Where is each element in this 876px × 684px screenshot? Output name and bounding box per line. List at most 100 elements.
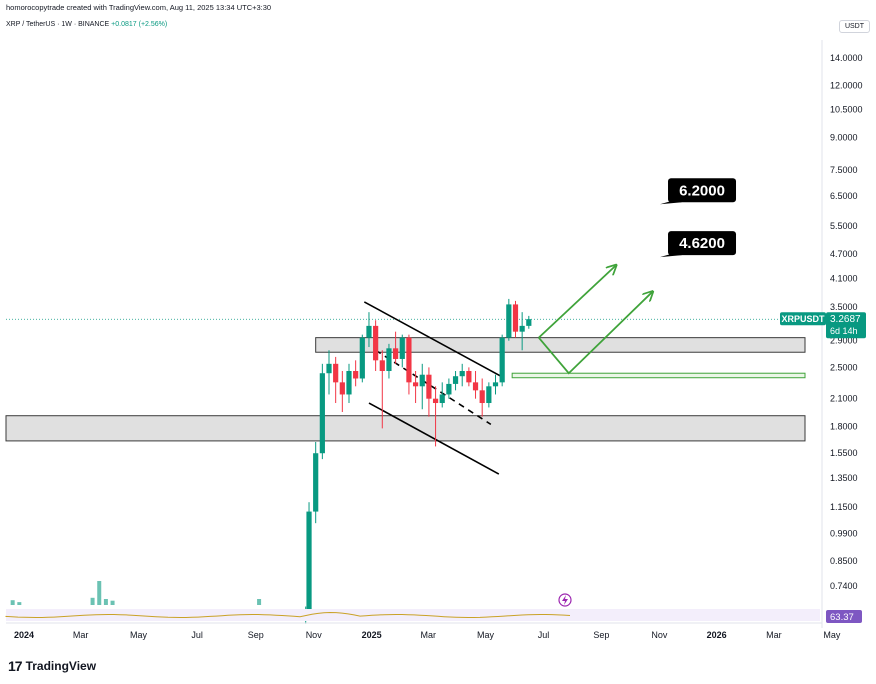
target-label-4-6200[interactable]: 4.6200 xyxy=(660,231,737,258)
price-tick-label: 1.5500 xyxy=(830,448,858,458)
candle-body[interactable] xyxy=(519,325,525,332)
lower-support-zone[interactable] xyxy=(5,415,806,442)
candle-body[interactable] xyxy=(386,348,392,372)
candle-body[interactable] xyxy=(439,394,445,404)
candle-body[interactable] xyxy=(492,382,499,387)
volume-bar xyxy=(257,599,262,605)
candle-body[interactable] xyxy=(313,453,319,512)
volume-bar xyxy=(10,600,15,605)
candle-body[interactable] xyxy=(426,374,432,399)
candle-body[interactable] xyxy=(446,383,452,395)
candle-body[interactable] xyxy=(319,373,325,454)
channel-lower-line[interactable] xyxy=(368,402,500,475)
price-tick-label: 2.5000 xyxy=(830,362,858,372)
bullish-path-direct[interactable] xyxy=(538,266,616,339)
price-tick-label: 1.3500 xyxy=(830,473,858,483)
lightning-icon-circle xyxy=(558,593,572,607)
price-tick-label: 1.8000 xyxy=(830,421,858,431)
candle-body[interactable] xyxy=(326,363,332,374)
time-tick-label: 2026 xyxy=(707,630,727,640)
retest-zone[interactable] xyxy=(511,372,806,379)
time-tick-label: Jul xyxy=(191,630,203,640)
candle-body[interactable] xyxy=(499,337,505,383)
candle-body[interactable] xyxy=(333,363,339,383)
target-label-text: 4.6200 xyxy=(679,235,725,252)
time-tick-label: Mar xyxy=(766,630,782,640)
candle-body[interactable] xyxy=(459,371,465,377)
candle-body[interactable] xyxy=(472,382,479,391)
lightning-icon-bolt xyxy=(562,595,568,605)
price-tick-label: 12.0000 xyxy=(830,81,863,91)
candle-body[interactable] xyxy=(406,337,412,383)
price-tick-label: 5.5000 xyxy=(830,221,858,231)
volume-bar xyxy=(103,599,108,605)
price-tick-label: 14.0000 xyxy=(830,53,863,63)
tradingview-mark-icon: 17 xyxy=(8,658,23,674)
currency-selector[interactable]: USDT xyxy=(838,20,870,33)
candle-body[interactable] xyxy=(486,386,492,404)
tradingview-logo[interactable]: 17 TradingView xyxy=(8,658,96,674)
candle-body[interactable] xyxy=(452,376,459,384)
candle-body[interactable] xyxy=(346,371,352,395)
channel-mid-line[interactable] xyxy=(375,349,492,426)
rsi-value: 63.37 xyxy=(830,612,854,623)
price-tick-label: 2.9000 xyxy=(830,336,858,346)
candle-body[interactable] xyxy=(399,337,405,359)
target-label-box xyxy=(668,231,737,256)
volume-bar xyxy=(17,602,22,605)
candle-body[interactable] xyxy=(506,304,512,338)
time-tick-label: May xyxy=(477,630,495,640)
candle-body[interactable] xyxy=(432,398,439,404)
time-tick-label: 2025 xyxy=(362,630,382,640)
candle-body[interactable] xyxy=(379,360,385,372)
symbol-tag-text: XRPUSDT xyxy=(781,314,825,324)
volume-bar xyxy=(110,600,115,605)
target-label-6-2000[interactable]: 6.2000 xyxy=(660,178,737,205)
price-change: +0.0817 (+2.56%) xyxy=(111,21,168,28)
channel-upper-line[interactable] xyxy=(363,301,502,377)
price-tag-value: 3.2687 xyxy=(830,314,861,325)
price-tag-countdown: 6d 14h xyxy=(830,326,858,336)
target-label-box xyxy=(668,178,737,203)
symbol-line[interactable]: XRP / TetherUS · 1W · BINANCE +0.0817 (+… xyxy=(6,21,167,28)
price-tick-label: 10.5000 xyxy=(830,105,863,115)
candle-body[interactable] xyxy=(359,337,365,379)
time-tick-label: Nov xyxy=(306,630,323,640)
time-tick-label: Mar xyxy=(73,630,89,640)
volume-bar xyxy=(97,581,102,605)
time-tick-label: Jul xyxy=(538,630,550,640)
tradingview-wordmark: TradingView xyxy=(25,659,97,673)
price-tick-label: 9.0000 xyxy=(830,132,858,142)
time-tick-label: Sep xyxy=(593,630,609,640)
candle-body[interactable] xyxy=(339,382,345,395)
price-tick-label: 6.5000 xyxy=(830,191,858,201)
candle-body[interactable] xyxy=(512,304,519,332)
price-tick-label: 1.1500 xyxy=(830,502,858,512)
price-tag-box xyxy=(826,312,866,339)
candle-body[interactable] xyxy=(466,371,472,383)
candle-body[interactable] xyxy=(393,348,399,359)
time-tick-label: 2024 xyxy=(14,630,34,640)
candle-body[interactable] xyxy=(479,390,485,404)
symbol-name: XRP / TetherUS · 1W · BINANCE xyxy=(6,21,110,28)
bullish-path-retest[interactable] xyxy=(538,292,652,375)
price-tick-label: 4.7000 xyxy=(830,249,858,259)
rsi-value-box xyxy=(826,610,862,623)
time-tick-label: Sep xyxy=(248,630,264,640)
candle-body[interactable] xyxy=(526,319,532,326)
price-tick-label: 0.8500 xyxy=(830,556,858,566)
candle-body[interactable] xyxy=(366,325,372,338)
candle-body[interactable] xyxy=(412,382,419,387)
price-tick-label: 0.7400 xyxy=(830,581,858,591)
candle-body[interactable] xyxy=(353,371,359,379)
indicator-lightning-icon[interactable] xyxy=(558,593,572,607)
candle-body[interactable] xyxy=(306,511,312,613)
time-tick-label: Mar xyxy=(421,630,437,640)
time-tick-label: May xyxy=(823,630,841,640)
target-label-text: 6.2000 xyxy=(679,182,725,199)
time-tick-label: May xyxy=(130,630,148,640)
candle-body[interactable] xyxy=(419,374,425,387)
candle-body[interactable] xyxy=(373,325,379,361)
